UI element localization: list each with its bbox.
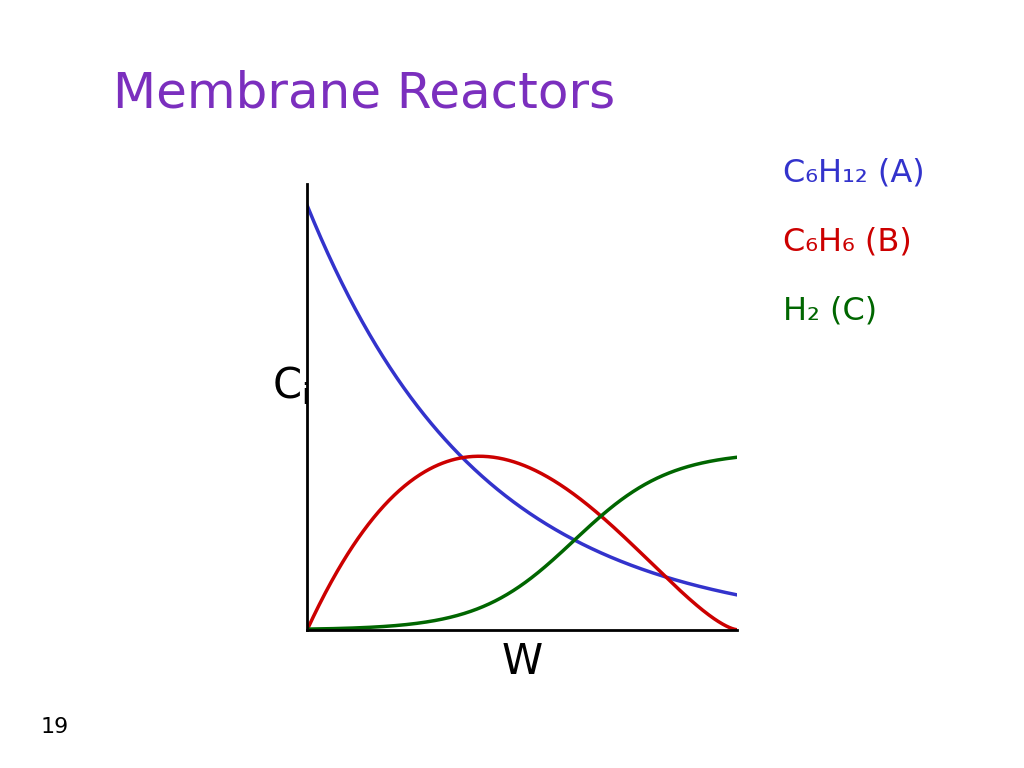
Y-axis label: $\mathdefault{C_i}$: $\mathdefault{C_i}$: [272, 364, 309, 407]
Text: Membrane Reactors: Membrane Reactors: [113, 69, 614, 118]
Text: C₆H₆ (B): C₆H₆ (B): [783, 227, 912, 257]
Text: C₆H₁₂ (A): C₆H₁₂ (A): [783, 157, 925, 188]
X-axis label: W: W: [502, 641, 543, 683]
Text: H₂ (C): H₂ (C): [783, 296, 878, 326]
Text: 19: 19: [41, 717, 70, 737]
